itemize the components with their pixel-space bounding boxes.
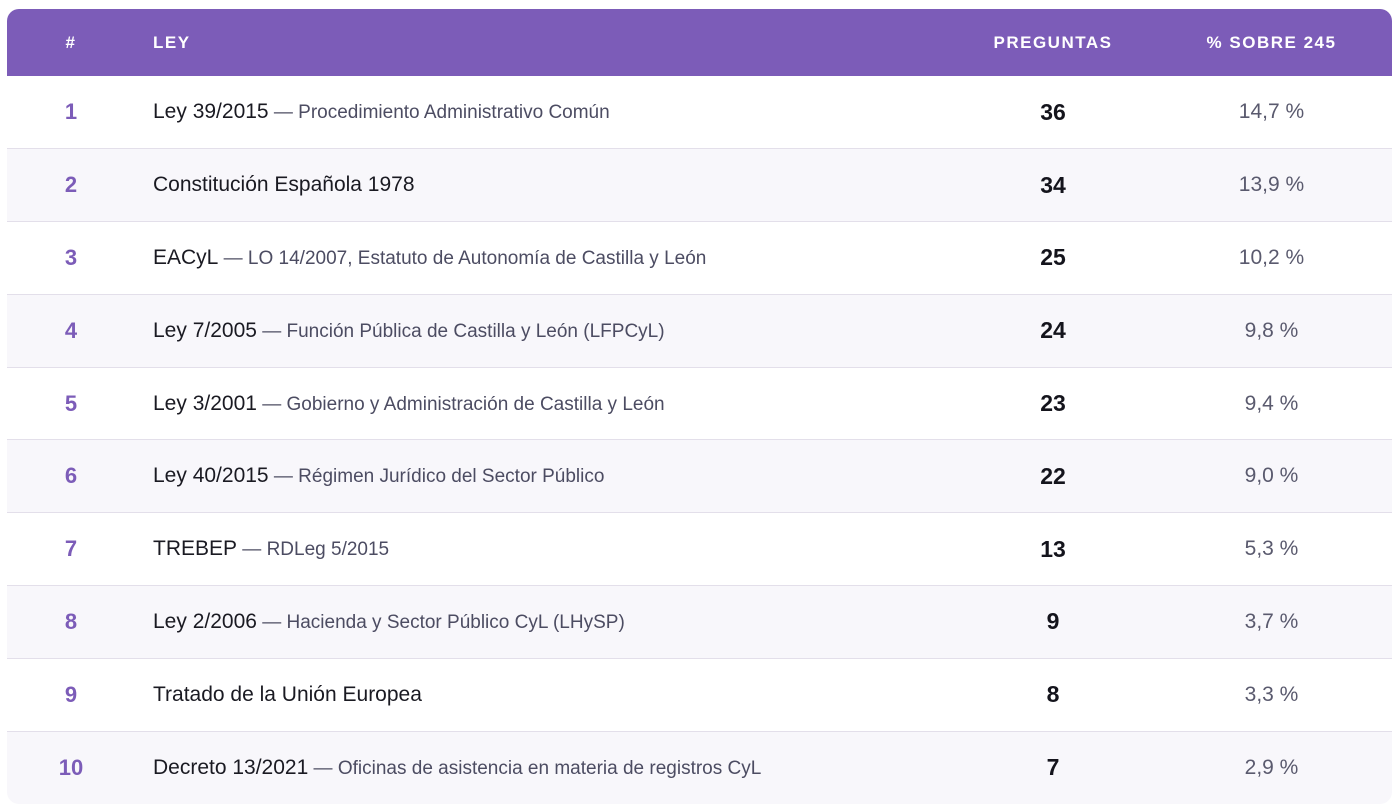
row-question-count: 13: [1040, 535, 1066, 562]
row-percentage: 13,9 %: [1238, 173, 1305, 197]
law-description: — RDLeg 5/2015: [237, 539, 390, 561]
laws-table: # LEY PREGUNTAS % SOBRE 245 1 Ley 39/2015…: [7, 9, 1392, 804]
row-percentage: 5,3 %: [1244, 537, 1299, 561]
row-percentage: 10,2 %: [1238, 245, 1305, 269]
law-description: — Régimen Jurídico del Sector Público: [268, 466, 605, 488]
table-row: 8 Ley 2/2006 — Hacienda y Sector Público …: [7, 585, 1392, 659]
row-question-count: 25: [1040, 244, 1066, 271]
row-percentage: 14,7 %: [1238, 100, 1305, 124]
table-row: 10 Decreto 13/2021 — Oficinas de asistenc…: [7, 731, 1392, 804]
row-question-count: 22: [1040, 462, 1066, 489]
table-row: 5 Ley 3/2001 — Gobierno y Administración …: [7, 367, 1392, 440]
row-rank: 4: [64, 317, 78, 343]
law-name: Ley 7/2005: [153, 318, 257, 342]
row-rank: 10: [58, 754, 84, 780]
row-law-cell: EACyL — LO 14/2007, Estatuto de Autonomí…: [135, 222, 955, 295]
row-law-cell: Ley 40/2015 — Régimen Jurídico del Secto…: [135, 440, 955, 513]
row-rank: 1: [64, 99, 78, 125]
row-question-count: 34: [1040, 171, 1066, 198]
table-row: 7 TREBEP — RDLeg 5/2015 13 5,3 %: [7, 512, 1392, 586]
header-percentage: % SOBRE 245: [1206, 32, 1337, 52]
laws-table-container: # LEY PREGUNTAS % SOBRE 245 1 Ley 39/2015…: [7, 9, 1392, 804]
law-description: — Función Pública de Castilla y León (LF…: [256, 320, 665, 342]
law-name: Ley 39/2015: [153, 100, 269, 124]
row-question-count: 24: [1040, 317, 1066, 344]
law-name: EACyL: [153, 245, 219, 269]
row-rank: 7: [64, 536, 78, 562]
law-description: — Gobierno y Administración de Castilla …: [256, 393, 665, 415]
law-name: Decreto 13/2021: [153, 755, 309, 779]
row-question-count: 7: [1046, 754, 1060, 781]
table-row: 2 Constitución Española 1978 34 13,9 %: [7, 148, 1392, 222]
table-row: 3 EACyL — LO 14/2007, Estatuto de Autonom…: [7, 221, 1392, 295]
row-rank: 6: [64, 463, 78, 489]
law-name: Constitución Española 1978: [153, 173, 415, 197]
row-law-cell: Ley 7/2005 — Función Pública de Castilla…: [135, 294, 955, 367]
row-law-cell: Decreto 13/2021 — Oficinas de asistencia…: [135, 731, 955, 804]
table-header: # LEY PREGUNTAS % SOBRE 245: [7, 9, 1392, 76]
table-row: 4 Ley 7/2005 — Función Pública de Castill…: [7, 294, 1392, 368]
row-rank: 3: [64, 244, 78, 270]
law-name: Ley 40/2015: [153, 464, 269, 488]
row-percentage: 9,4 %: [1244, 391, 1299, 415]
law-name: TREBEP: [153, 537, 238, 561]
table-body: 1 Ley 39/2015 — Procedimiento Administrat…: [7, 76, 1392, 804]
row-law-cell: Constitución Española 1978: [135, 149, 955, 222]
law-description: — Oficinas de asistencia en materia de r…: [308, 757, 762, 779]
header-rank: #: [65, 32, 77, 52]
row-law-cell: Ley 3/2001 — Gobierno y Administración d…: [135, 367, 955, 440]
row-rank: 5: [64, 390, 78, 416]
row-rank: 8: [64, 608, 78, 634]
law-name: Ley 3/2001: [153, 391, 257, 415]
law-name: Tratado de la Unión Europea: [153, 682, 422, 706]
row-law-cell: Ley 2/2006 — Hacienda y Sector Público C…: [135, 586, 955, 659]
row-question-count: 9: [1046, 608, 1060, 635]
row-law-cell: TREBEP — RDLeg 5/2015: [135, 513, 955, 586]
row-question-count: 23: [1040, 390, 1066, 417]
row-percentage: 3,7 %: [1244, 609, 1299, 633]
row-question-count: 8: [1046, 681, 1060, 708]
table-row: 1 Ley 39/2015 — Procedimiento Administrat…: [7, 76, 1392, 149]
row-percentage: 9,8 %: [1244, 318, 1299, 342]
header-law: LEY: [153, 32, 191, 52]
row-rank: 2: [64, 172, 78, 198]
row-percentage: 2,9 %: [1244, 755, 1299, 779]
row-rank: 9: [64, 681, 78, 707]
row-percentage: 3,3 %: [1244, 682, 1299, 706]
law-description: — Procedimiento Administrativo Común: [268, 102, 610, 124]
table-row: 9 Tratado de la Unión Europea 8 3,3 %: [7, 658, 1392, 732]
header-row: # LEY PREGUNTAS % SOBRE 245: [7, 9, 1392, 76]
row-percentage: 9,0 %: [1244, 464, 1299, 488]
law-name: Ley 2/2006: [153, 609, 257, 633]
row-question-count: 36: [1040, 98, 1066, 125]
law-description: — LO 14/2007, Estatuto de Autonomía de C…: [218, 247, 707, 269]
law-description: — Hacienda y Sector Público CyL (LHySP): [256, 611, 625, 633]
table-row: 6 Ley 40/2015 — Régimen Jurídico del Sect…: [7, 439, 1392, 513]
header-questions: PREGUNTAS: [993, 32, 1113, 52]
row-law-cell: Tratado de la Unión Europea: [135, 658, 955, 731]
row-law-cell: Ley 39/2015 — Procedimiento Administrati…: [135, 76, 955, 149]
